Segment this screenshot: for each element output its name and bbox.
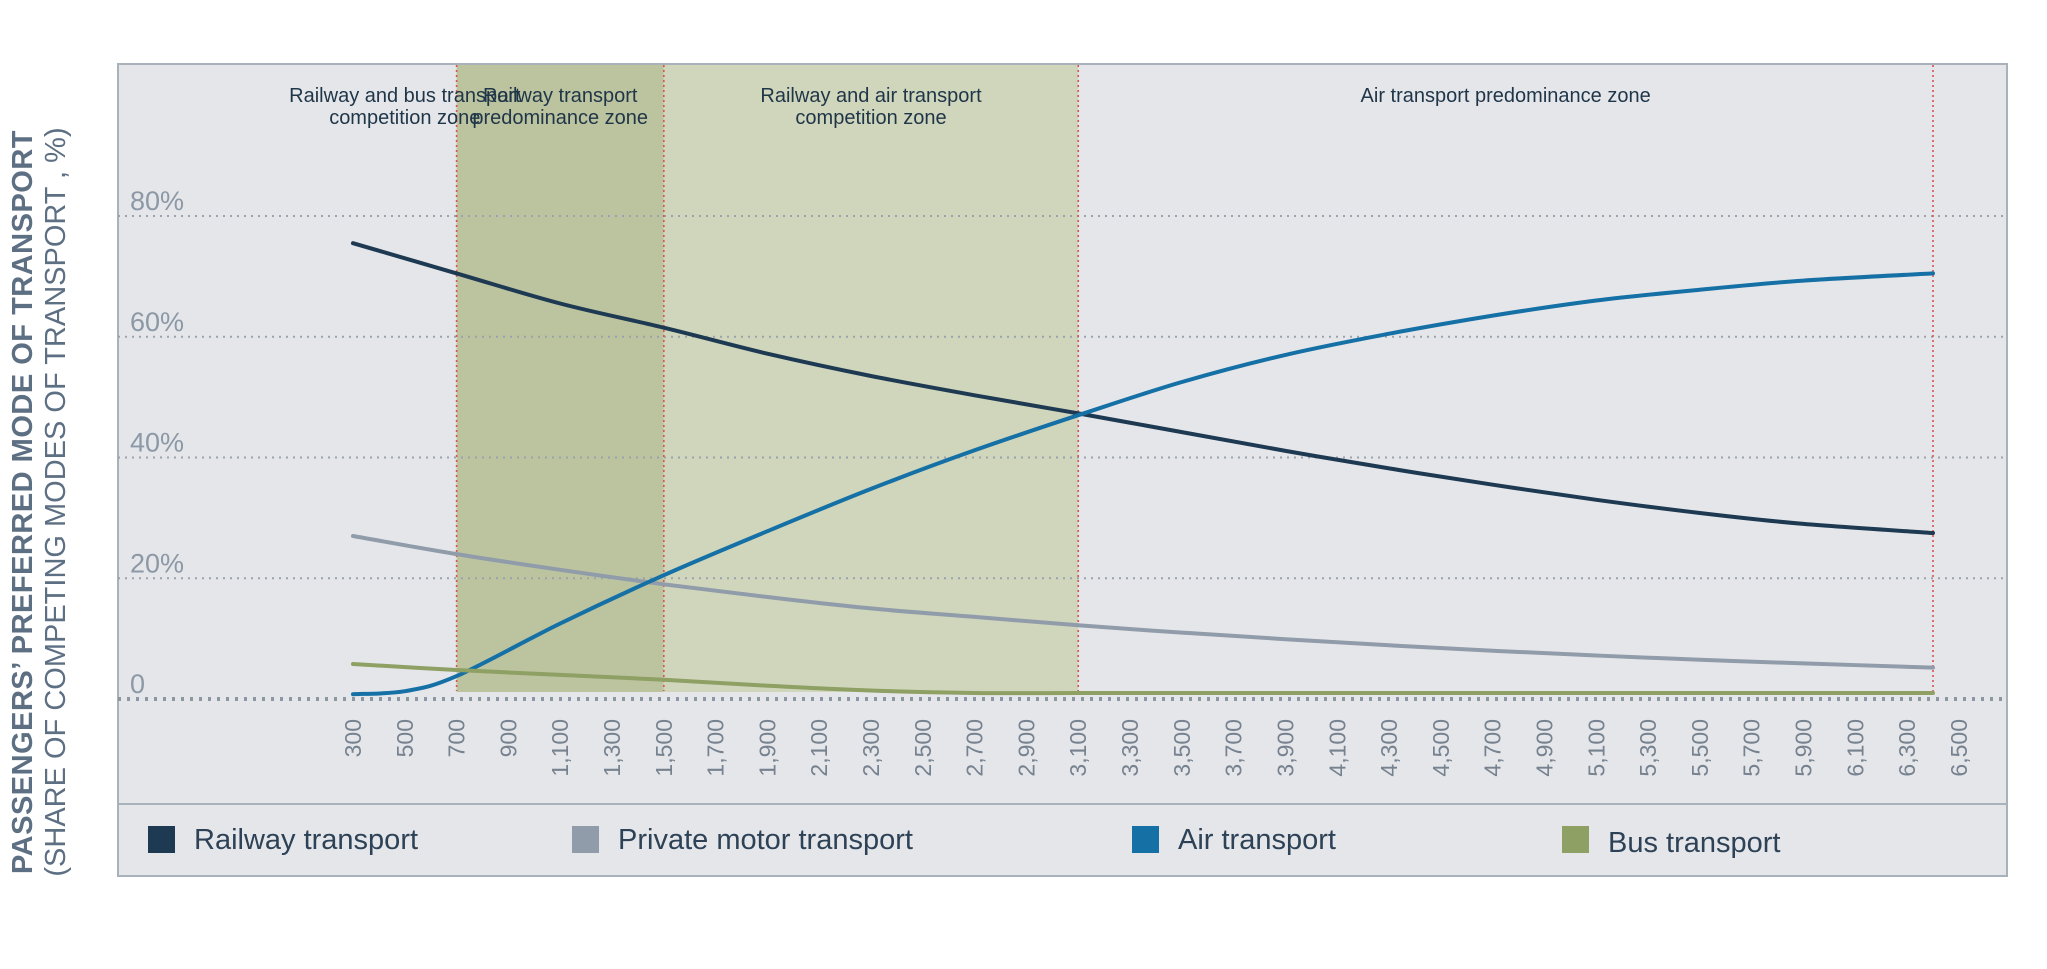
x-tick-label: 5,900 <box>1790 719 1816 777</box>
legend-label: Air transport <box>1178 824 1336 856</box>
x-tick-label: 3,300 <box>1117 719 1143 777</box>
x-tick-label: 3,900 <box>1272 719 1298 777</box>
legend-label: Private motor transport <box>618 824 913 856</box>
y-tick-label: 40% <box>130 428 184 458</box>
x-tick-label: 5,700 <box>1739 719 1765 777</box>
y-tick-label: 20% <box>130 548 184 578</box>
x-tick-label: 1,900 <box>754 719 780 777</box>
x-tick-label: 500 <box>392 719 418 757</box>
x-tick-label: 1,500 <box>651 719 677 777</box>
x-tick-label: 4,900 <box>1531 719 1557 777</box>
x-tick-label: 3,100 <box>1065 719 1091 777</box>
y-tick-label: 80% <box>130 186 184 216</box>
legend-label: Bus transport <box>1608 827 1780 859</box>
x-tick-label: 2,500 <box>910 719 936 777</box>
series-line-private-motor-transport <box>351 534 1935 670</box>
zone-4-label: Air transport predominance zone <box>1361 85 1651 107</box>
x-tick-label: 5,100 <box>1583 719 1609 777</box>
x-tick-label: 2,100 <box>806 719 832 777</box>
zone-2-label: Railway transport predominance zone <box>472 85 648 129</box>
x-tick-label: 6,300 <box>1894 719 1920 777</box>
zone-2-fill <box>456 65 664 692</box>
x-tick-label: 6,100 <box>1842 719 1868 777</box>
x-tick-label: 4,300 <box>1376 719 1402 777</box>
y-tick-label: 60% <box>130 307 184 337</box>
series-line-air-transport <box>351 271 1935 697</box>
y-axis-subtitle: (SHARE OF COMPETING MODES OF TRANSPORT ,… <box>40 127 72 877</box>
zone-3-fill <box>663 65 1079 692</box>
x-tick-label: 3,700 <box>1221 719 1247 777</box>
x-tick-label: 1,700 <box>703 719 729 777</box>
zone-3-label: Railway and air transport competition zon… <box>760 85 982 129</box>
x-tick-label: 900 <box>495 719 521 757</box>
y-tick-label: 0 <box>130 669 145 699</box>
legend-swatch <box>148 826 175 853</box>
x-tick-label: 4,100 <box>1324 719 1350 777</box>
series-line-bus-transport <box>351 662 1935 696</box>
series-line-railway-transport <box>351 241 1935 535</box>
legend-swatch <box>572 826 599 853</box>
x-tick-label: 2,900 <box>1013 719 1039 777</box>
x-tick-label: 1,300 <box>599 719 625 777</box>
x-tick-label: 4,500 <box>1428 719 1454 777</box>
y-axis-title-block: PASSENGERS’ PREFERRED MODE OF TRANSPORT … <box>7 0 72 969</box>
x-tick-label: 4,700 <box>1480 719 1506 777</box>
x-tick-label: 5,500 <box>1687 719 1713 777</box>
x-tick-label: 6,500 <box>1946 719 1972 777</box>
x-tick-label: 2,700 <box>962 719 988 777</box>
legend-swatch <box>1562 826 1589 853</box>
y-axis-title: PASSENGERS’ PREFERRED MODE OF TRANSPORT <box>7 129 39 875</box>
x-tick-label: 2,300 <box>858 719 884 777</box>
x-tick-label: 5,300 <box>1635 719 1661 777</box>
x-tick-label: 300 <box>340 719 366 757</box>
x-tick-label: 1,100 <box>547 719 573 777</box>
x-tick-label: 3,500 <box>1169 719 1195 777</box>
legend-swatch <box>1132 826 1159 853</box>
zone-1-label: Railway and bus transport competition zon… <box>289 85 521 129</box>
legend-label: Railway transport <box>194 824 418 856</box>
x-tick-label: 700 <box>444 719 470 757</box>
